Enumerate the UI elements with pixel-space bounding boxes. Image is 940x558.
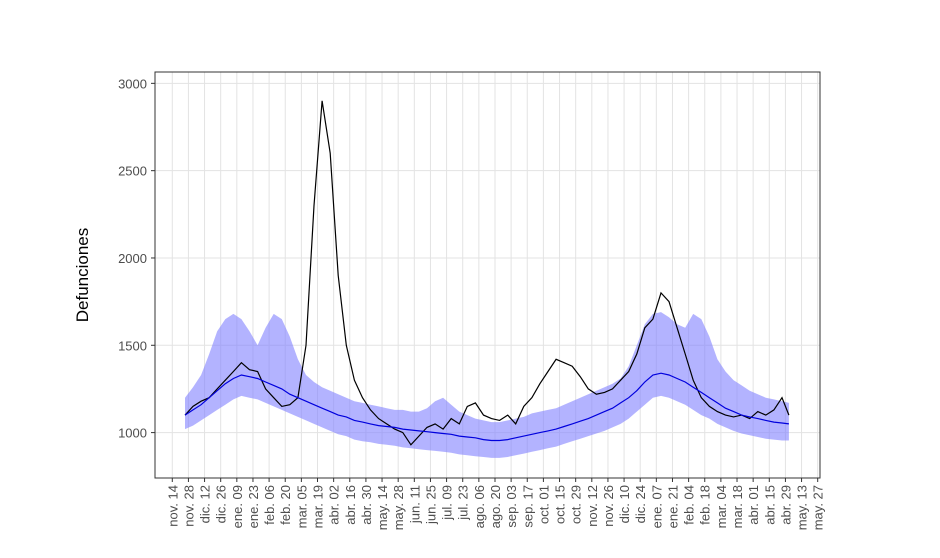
x-tick-label: may. 27 — [811, 485, 826, 530]
panel-border — [154, 71, 821, 479]
x-tick-label: may. 13 — [795, 485, 810, 530]
x-tick-label: abr. 16 — [343, 485, 358, 525]
x-tick-label: may. 14 — [375, 485, 390, 530]
x-tick-label: dic. 10 — [617, 485, 632, 523]
x-tick-label: feb. 04 — [682, 485, 697, 525]
x-tick-label: nov. 14 — [165, 485, 180, 527]
x-tick-label: jul. 09 — [440, 485, 455, 521]
x-tick-label: abr. 15 — [762, 485, 777, 525]
x-tick-label: mar. 05 — [294, 485, 309, 528]
x-tick-label: mar. 04 — [714, 485, 729, 528]
x-tick-label: oct. 01 — [536, 485, 551, 524]
x-tick-label: feb. 20 — [278, 485, 293, 525]
x-tick-label: abr. 01 — [746, 485, 761, 525]
x-tick-label: dic. 26 — [214, 485, 229, 523]
x-tick-label: ene. 07 — [649, 485, 664, 528]
x-tick-label: oct. 15 — [553, 485, 568, 524]
x-tick-label: ago. 20 — [488, 485, 503, 528]
y-tick-label: 2000 — [118, 251, 147, 266]
x-tick-label: mar. 18 — [730, 485, 745, 528]
x-tick-label: dic. 12 — [198, 485, 213, 523]
x-tick-label: ene. 21 — [665, 485, 680, 528]
y-tick-label: 1000 — [118, 426, 147, 441]
line — [184, 100, 790, 446]
y-axis-title: Defunciones — [73, 228, 92, 323]
x-tick-label: abr. 29 — [778, 485, 793, 525]
x-tick-label: abr. 30 — [359, 485, 374, 525]
x-tick-label: nov. 26 — [601, 485, 616, 527]
x-tick-label: nov. 28 — [181, 485, 196, 527]
x-tick-label: ago. 06 — [472, 485, 487, 528]
x-tick-label: jun. 11 — [407, 485, 422, 524]
x-tick-label: jun. 25 — [423, 485, 438, 525]
x-tick-label: sep. 03 — [504, 485, 519, 528]
x-tick-label: dic. 24 — [633, 485, 648, 523]
x-tick-label: may. 28 — [391, 485, 406, 530]
y-tick-label: 1500 — [118, 338, 147, 353]
x-tick-label: sep. 17 — [520, 485, 535, 528]
x-tick-label: jul. 23 — [456, 485, 471, 521]
x-tick-label: ene. 23 — [246, 485, 261, 528]
y-tick-label: 3000 — [118, 76, 147, 91]
x-tick-label: oct. 29 — [569, 485, 584, 524]
x-tick-label: feb. 06 — [262, 485, 277, 525]
x-tick-label: ene. 09 — [230, 485, 245, 528]
line — [184, 372, 789, 442]
x-tick-label: abr. 02 — [327, 485, 342, 525]
x-tick-label: feb. 18 — [698, 485, 713, 525]
y-tick-label: 2500 — [118, 164, 147, 179]
x-tick-label: nov. 12 — [585, 485, 600, 527]
x-tick-label: mar. 19 — [311, 485, 326, 528]
